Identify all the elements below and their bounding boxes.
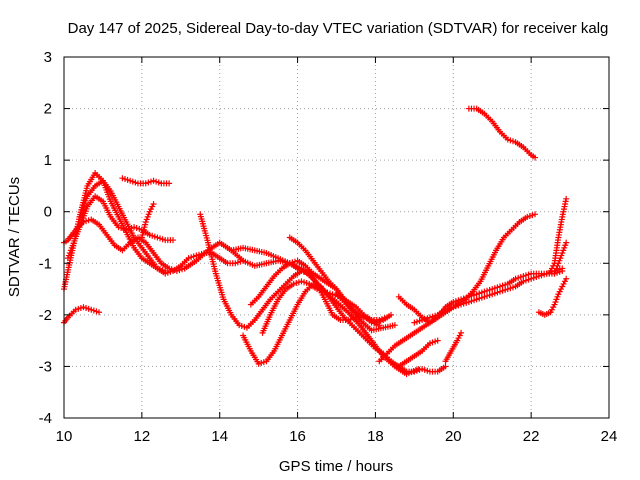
x-tick-label: 12 (134, 428, 151, 445)
data-point (563, 275, 570, 282)
series-pass-7 (138, 200, 157, 241)
y-tick-label: 1 (44, 152, 52, 169)
data-point (376, 322, 383, 329)
data-point (563, 239, 570, 246)
series-pass-24 (551, 239, 570, 277)
plot-frame (63, 56, 610, 419)
series-pass-3 (61, 170, 169, 293)
data-point (96, 309, 103, 316)
y-tick-label: -3 (39, 358, 52, 375)
x-tick-label: 24 (601, 428, 618, 445)
y-tick-label: 2 (44, 101, 52, 118)
data-point (388, 311, 394, 318)
series-pass-20 (442, 329, 465, 365)
series-pass-14 (286, 234, 340, 293)
data-point (559, 265, 566, 272)
series-pass-6 (119, 175, 173, 187)
data-point (442, 363, 449, 370)
data-point (333, 286, 340, 293)
y-tick-label: -2 (39, 307, 52, 324)
series-pass-23 (547, 195, 570, 275)
data-point (391, 322, 398, 329)
data-point (532, 154, 539, 161)
series-pass-13 (247, 257, 317, 308)
y-axis-label: SDTVAR / TECUs (6, 177, 23, 297)
chart-title: Day 147 of 2025, Sidereal Day-to-day VTE… (68, 20, 609, 37)
data-point (434, 337, 441, 344)
y-tick-label: 0 (44, 204, 52, 221)
series-pass-15 (333, 291, 394, 326)
series-pass-21 (465, 105, 539, 161)
series-pass-5 (61, 304, 103, 326)
data-point (532, 211, 539, 218)
grid (64, 57, 609, 418)
series-pass-19 (395, 337, 441, 370)
data-point (166, 180, 173, 187)
x-tick-label: 16 (289, 428, 306, 445)
y-tick-label: -1 (39, 255, 52, 272)
y-tick-label: -4 (39, 410, 52, 427)
data-point (563, 195, 570, 202)
data-point (150, 200, 157, 207)
x-tick-label: 18 (367, 428, 384, 445)
x-tick-label: 14 (211, 428, 228, 445)
data-point (170, 237, 176, 244)
series-pass-10 (240, 280, 449, 375)
x-axis-label: GPS time / hours (279, 458, 393, 475)
x-tick-label: 22 (523, 428, 540, 445)
x-tick-label: 20 (445, 428, 462, 445)
data-point (458, 329, 465, 336)
series-pass-22 (535, 275, 570, 318)
series-pass-18 (411, 265, 566, 326)
x-tick-label: 10 (56, 428, 73, 445)
series-pass-4 (76, 177, 247, 277)
data-point (310, 270, 317, 277)
y-tick-label: 3 (44, 49, 52, 66)
data-series (61, 105, 570, 378)
series-line (79, 179, 244, 275)
